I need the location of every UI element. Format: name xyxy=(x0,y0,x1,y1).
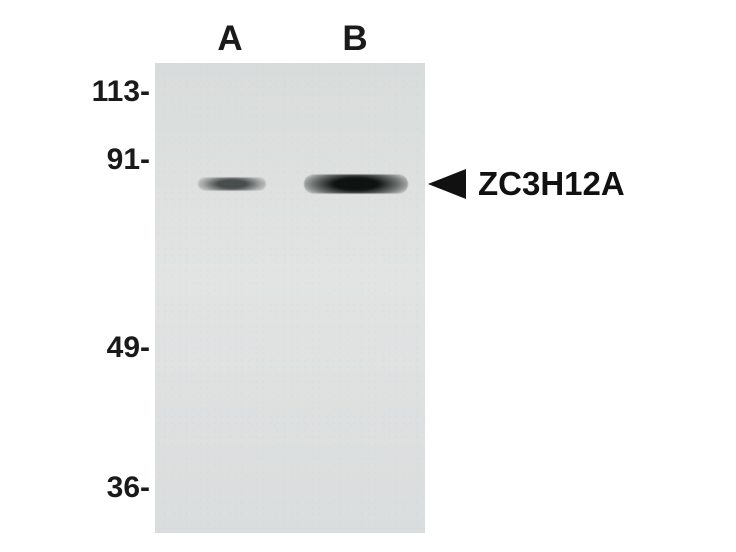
mw-marker-36: 36- xyxy=(107,471,150,505)
mw-marker-49: 49- xyxy=(107,331,150,365)
blot-membrane xyxy=(155,63,425,533)
annotation-label: ZC3H12A xyxy=(478,165,625,203)
arrow-left-icon xyxy=(428,169,466,199)
annotation-zc3h12a: ZC3H12A xyxy=(428,165,625,203)
lane-label-b: B xyxy=(342,19,367,59)
band-lane-a xyxy=(198,178,266,191)
lane-label-a: A xyxy=(217,19,242,59)
mw-marker-113: 113- xyxy=(92,75,150,109)
band-lane-b xyxy=(304,175,408,194)
mw-marker-91: 91- xyxy=(107,143,150,177)
